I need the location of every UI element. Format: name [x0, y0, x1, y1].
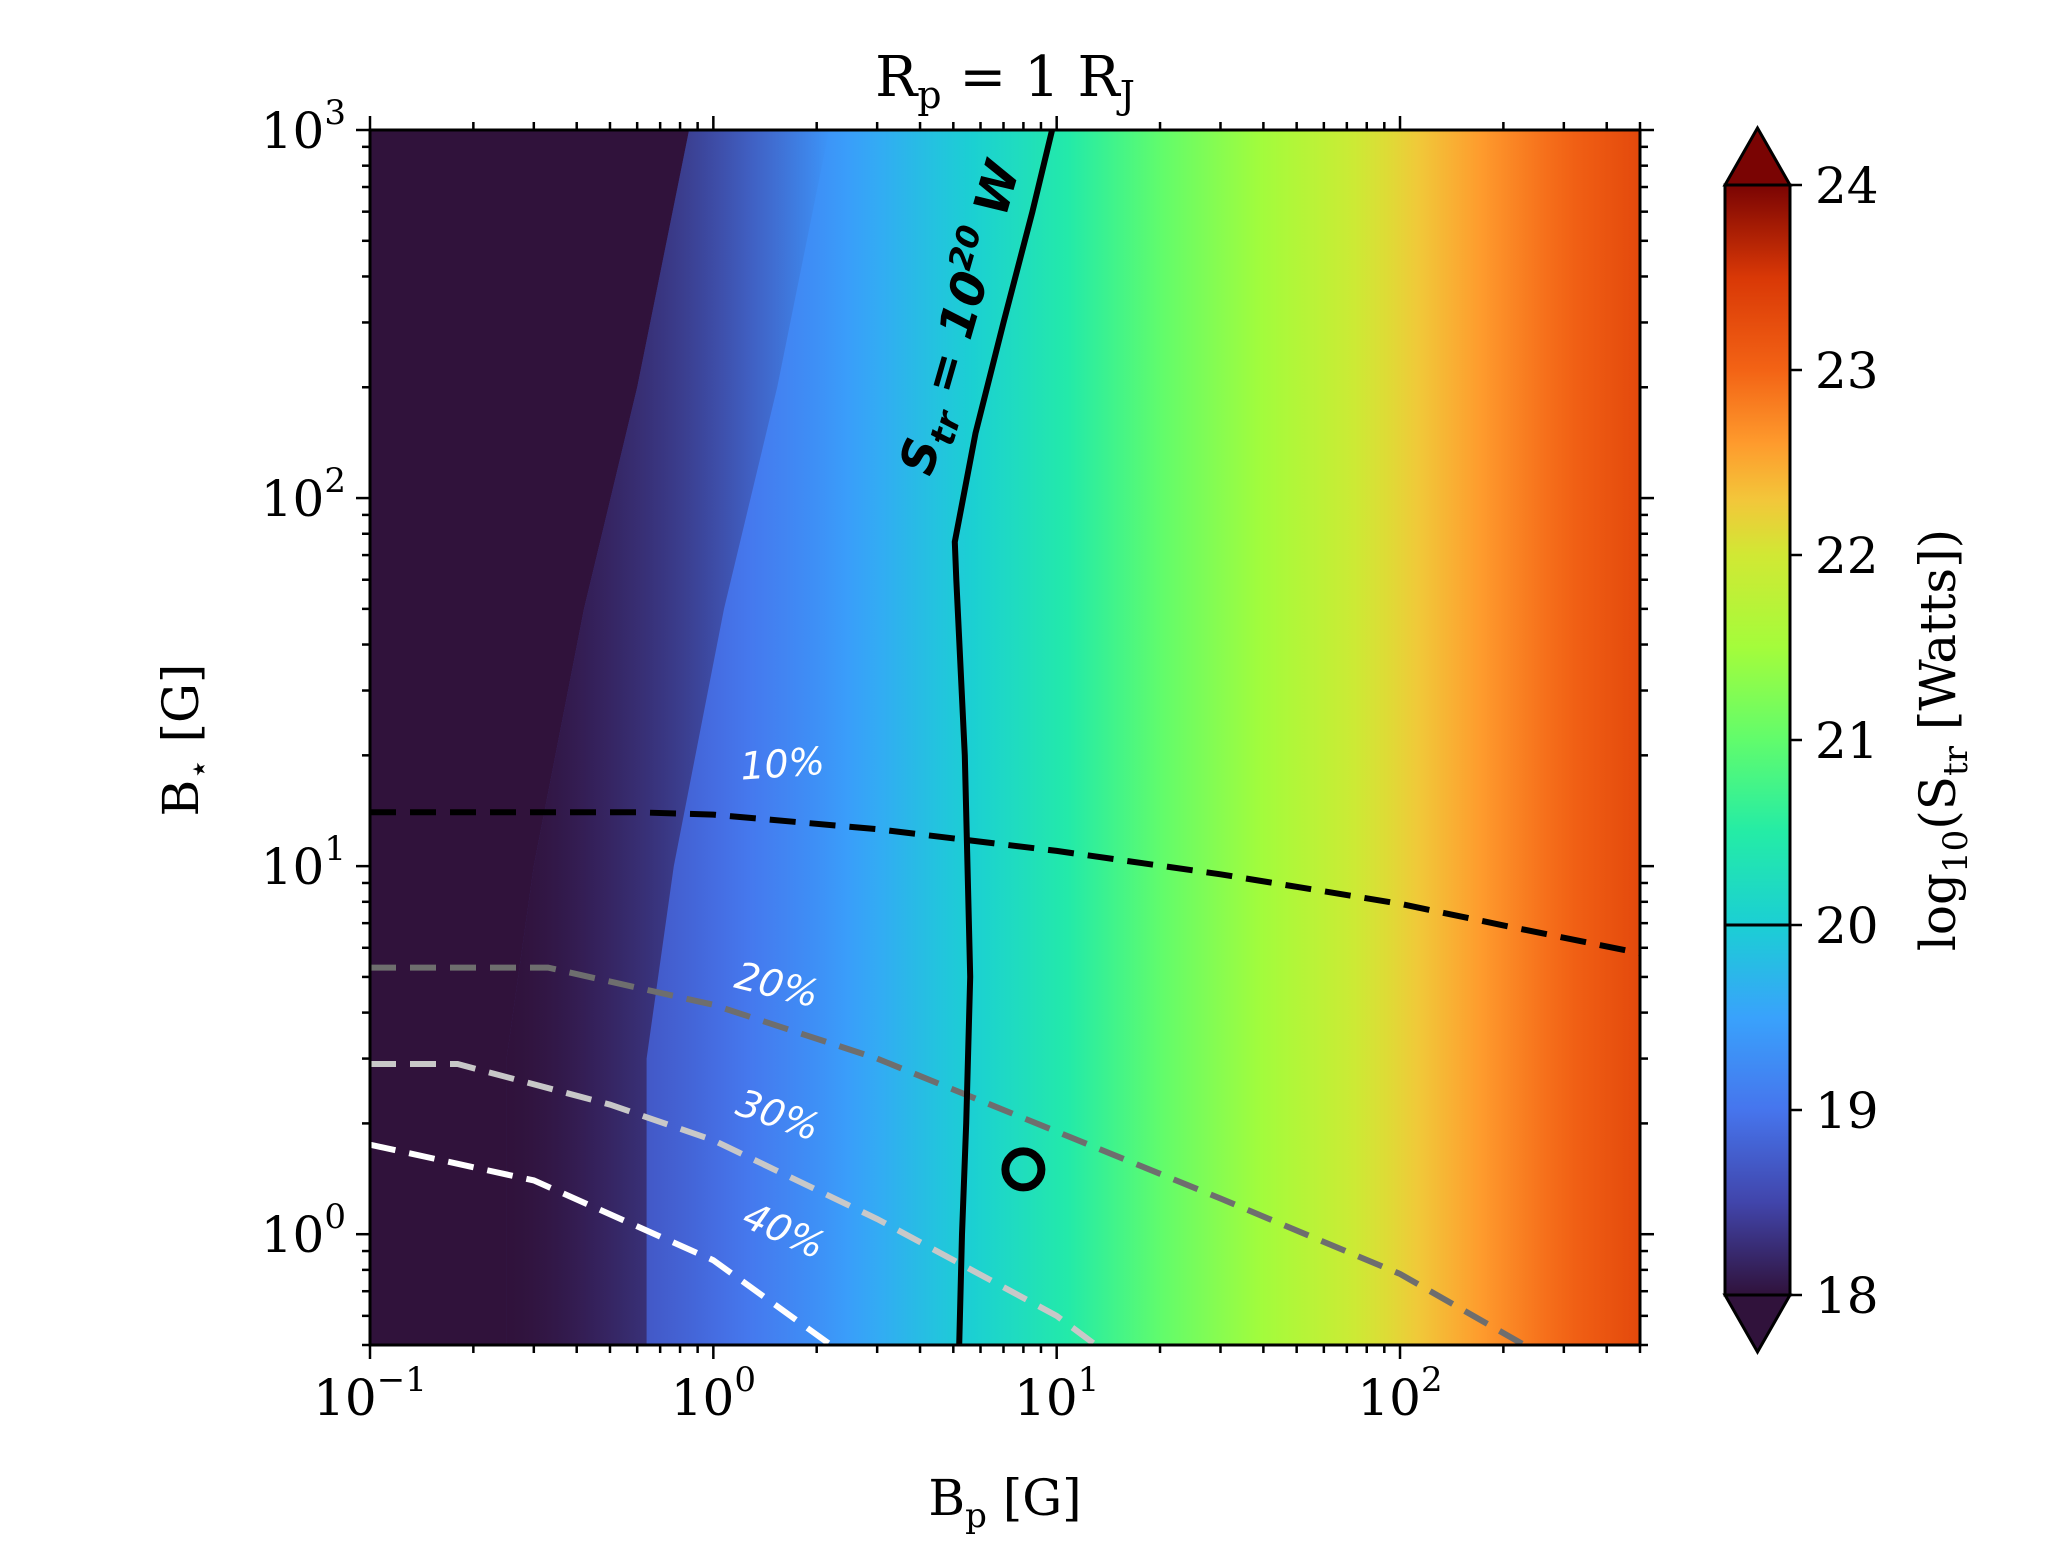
colorbar-ticks: 18 19 20 21 22 23 24: [1790, 157, 1879, 1325]
contour-label-1: 10%: [739, 739, 826, 789]
dashed-contour-1: [370, 809, 1640, 957]
plot-area: [370, 130, 1640, 1345]
x-tick-label: 102: [1357, 1360, 1442, 1427]
colorbar-tick-label: 24: [1815, 157, 1879, 215]
colorbar-tick-label: 22: [1815, 527, 1879, 585]
plot-frame: [368, 128, 1642, 1347]
contour-str-1e20: [951, 130, 1056, 1345]
colorbar-tick-label: 19: [1815, 1082, 1879, 1140]
y-axis-ticks: 100 101 102 103: [261, 93, 1654, 1347]
dashed-contour-4: [370, 1141, 833, 1345]
x-tick-label: 10−1: [313, 1360, 427, 1427]
colorbar-tick-label: 21: [1815, 712, 1879, 770]
y-tick-label: 101: [261, 829, 346, 896]
colorbar-tick-label: 20: [1815, 897, 1879, 955]
x-tick-label: 100: [671, 1360, 756, 1427]
saturated-region: [370, 130, 690, 1345]
x-tick-label: 101: [1014, 1360, 1099, 1427]
y-axis-label: B⋆ [G]: [152, 664, 219, 817]
colorbar-extend-bottom: [1722, 1293, 1793, 1356]
colorbar-tick-label: 18: [1815, 1267, 1879, 1325]
x-axis-label: Bp [G]: [928, 1469, 1081, 1536]
saturated-region-fade: [506, 130, 830, 1345]
dashed-contour-3: [370, 1061, 1098, 1345]
colorbar: 18 19 20 21 22 23 24 log10(Str [Watts]): [1722, 124, 1976, 1356]
colorbar-label: log10(Str [Watts]): [1909, 529, 1976, 951]
colorbar-extend-top: [1722, 124, 1793, 187]
y-tick-label: 100: [261, 1197, 346, 1264]
y-tick-label: 103: [261, 93, 346, 160]
chart-title: Rp = 1 RJ: [875, 45, 1135, 117]
colorbar-tick-label: 23: [1815, 342, 1879, 400]
marker-open-circle: [1001, 1147, 1046, 1192]
colorbar-body: [1725, 185, 1790, 1295]
y-tick-label: 102: [261, 461, 346, 528]
